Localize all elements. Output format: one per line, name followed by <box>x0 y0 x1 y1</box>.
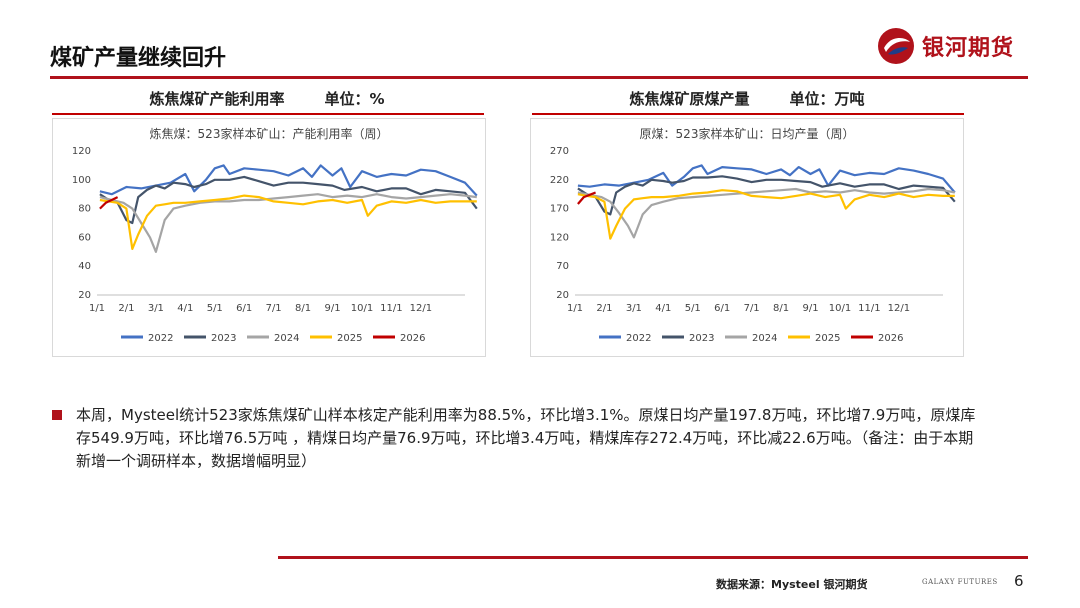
summary-paragraph: 本周，Mysteel统计523家炼焦煤矿山样本核定产能利用率为88.5%，环比增… <box>76 406 976 470</box>
legend-label-2026: 2026 <box>400 333 425 344</box>
y-tick-label: 120 <box>72 146 91 157</box>
panel-header-output: 炼焦煤矿原煤产量 单位：万吨 <box>532 86 962 112</box>
y-tick-label: 60 <box>78 232 91 243</box>
chart-title: 原煤：523家样本矿山：日均产量（周） <box>640 126 855 141</box>
series-line-2025 <box>99 194 477 250</box>
y-tick-label: 20 <box>78 290 91 301</box>
y-tick-label: 220 <box>550 175 569 186</box>
x-tick-label: 11/1 <box>380 303 402 314</box>
series-line-2025 <box>577 189 955 240</box>
utilization-chart: 炼焦煤：523家样本矿山：产能利用率（周） 20 40 60 80 100 120 1/1 2/… <box>52 118 486 357</box>
brand-logo: 银河期货 <box>876 26 1036 66</box>
x-tick-label: 7/1 <box>744 303 760 314</box>
x-tick-label: 6/1 <box>714 303 730 314</box>
x-tick-label: 3/1 <box>626 303 642 314</box>
chart-title: 炼焦煤：523家样本矿山：产能利用率（周） <box>150 126 389 141</box>
title-divider <box>50 76 1028 79</box>
y-tick-label: 70 <box>556 261 569 272</box>
footer-divider <box>278 556 1028 559</box>
panel-divider <box>52 113 484 115</box>
x-tick-label: 12/1 <box>410 303 432 314</box>
legend-label-2023: 2023 <box>689 333 714 344</box>
page-title: 煤矿产量继续回升 <box>50 46 227 71</box>
x-tick-label: 12/1 <box>888 303 910 314</box>
x-tick-label: 10/1 <box>351 303 373 314</box>
x-tick-label: 6/1 <box>236 303 252 314</box>
utilization-chart-svg: 炼焦煤：523家样本矿山：产能利用率（周） 20 40 60 80 100 120 1/1 2/… <box>72 126 478 344</box>
legend-label-2022: 2022 <box>626 333 651 344</box>
logo-text: 银河期货 <box>922 36 1015 61</box>
x-tick-label: 1/1 <box>567 303 583 314</box>
y-tick-label: 270 <box>550 146 569 157</box>
y-tick-label: 170 <box>550 204 569 215</box>
x-tick-label: 5/1 <box>207 303 223 314</box>
y-tick-label: 20 <box>556 290 569 301</box>
data-source: 数据来源：Mysteel 银河期货 <box>716 578 868 591</box>
y-tick-label: 120 <box>550 232 569 243</box>
panel-unit: 单位：万吨 <box>789 90 865 108</box>
x-tick-label: 1/1 <box>89 303 105 314</box>
x-tick-label: 4/1 <box>177 303 193 314</box>
series-line-2022 <box>577 164 956 194</box>
output-chart-svg: 原煤：523家样本矿山：日均产量（周） 20 70 120 170 220 270 1/1 2/… <box>550 126 956 344</box>
panel-title: 炼焦煤矿产能利用率 <box>149 90 285 108</box>
legend-label-2026: 2026 <box>878 333 903 344</box>
y-tick-label: 40 <box>78 261 91 272</box>
x-tick-label: 7/1 <box>266 303 282 314</box>
series-line-2023 <box>99 175 478 225</box>
legend-label-2022: 2022 <box>148 333 173 344</box>
panel-divider <box>532 113 964 115</box>
series-line-2026 <box>577 191 596 205</box>
series-line-2026 <box>99 196 119 210</box>
legend-label-2024: 2024 <box>274 333 299 344</box>
panel-title: 炼焦煤矿原煤产量 <box>629 90 750 108</box>
x-tick-label: 10/1 <box>829 303 851 314</box>
galaxy-logo-icon <box>878 28 914 64</box>
y-tick-label: 100 <box>72 175 91 186</box>
x-tick-label: 9/1 <box>324 303 340 314</box>
panel-header-utilization: 炼焦煤矿产能利用率 单位：% <box>52 86 482 112</box>
x-tick-label: 3/1 <box>148 303 164 314</box>
x-tick-label: 2/1 <box>596 303 612 314</box>
legend-label-2025: 2025 <box>337 333 362 344</box>
x-tick-label: 9/1 <box>802 303 818 314</box>
output-chart: 原煤：523家样本矿山：日均产量（周） 20 70 120 170 220 270 1/1 2/… <box>530 118 964 357</box>
x-tick-label: 8/1 <box>773 303 789 314</box>
legend-label-2025: 2025 <box>815 333 840 344</box>
series-line-2022 <box>99 164 478 197</box>
bullet-icon <box>52 410 62 420</box>
x-tick-label: 8/1 <box>295 303 311 314</box>
page-number: 6 <box>1014 572 1024 590</box>
x-tick-label: 5/1 <box>685 303 701 314</box>
x-tick-label: 11/1 <box>858 303 880 314</box>
panel-unit: 单位：% <box>324 90 385 108</box>
x-tick-label: 2/1 <box>118 303 134 314</box>
legend-label-2023: 2023 <box>211 333 236 344</box>
legend-label-2024: 2024 <box>752 333 777 344</box>
x-tick-label: 4/1 <box>655 303 671 314</box>
brand-name-en: GALAXY FUTURES <box>922 578 998 586</box>
series-line-2023 <box>577 175 956 216</box>
y-tick-label: 80 <box>78 204 91 215</box>
